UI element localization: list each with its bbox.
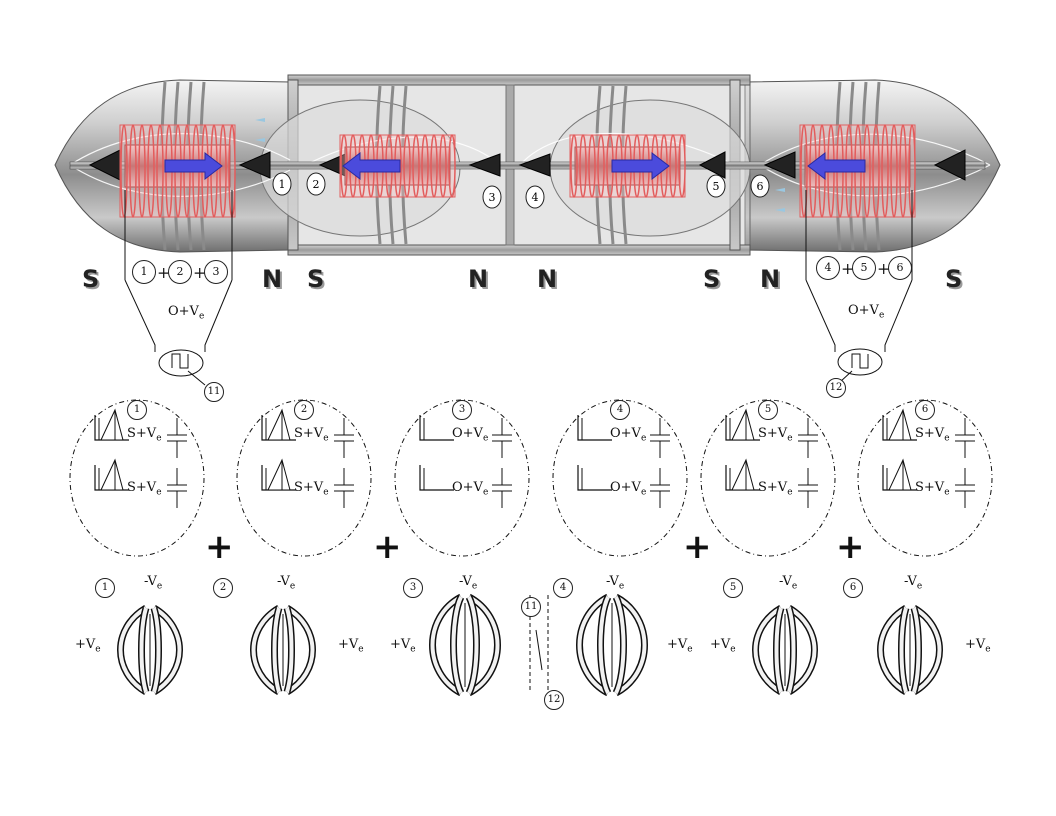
panel-number: 5 [758, 400, 778, 420]
sum-plus: + [841, 259, 855, 278]
diaphragms [117, 593, 943, 697]
axis-marker: 2 [306, 172, 326, 196]
panel-bias-bottom: S+Ve [127, 480, 162, 498]
axis-marker: 6 [750, 174, 770, 198]
pole-label: S [703, 265, 721, 293]
sum-term: 3 [204, 260, 228, 284]
panel-bias-top: S+Ve [127, 426, 162, 444]
panel-number: 4 [610, 400, 630, 420]
diaphragm-number: 4 [553, 578, 573, 598]
diaphragm [752, 604, 818, 696]
sum-term: 6 [888, 256, 912, 280]
sum-plus: + [877, 259, 891, 278]
diaphragm [250, 604, 316, 696]
panel [857, 399, 993, 557]
mid-marker: 11 [521, 597, 541, 617]
diaphragm-top-voltage: -Ve [144, 574, 163, 592]
pole-label: N [537, 265, 558, 293]
diaphragm-number: 3 [403, 578, 423, 598]
diaphragm-top-voltage: -Ve [904, 574, 923, 592]
panel [700, 399, 836, 557]
axis-marker-label: 2 [313, 178, 320, 191]
panel-plus: + [683, 527, 712, 567]
panel-number: 1 [127, 400, 147, 420]
diaphragm-side-voltage: +Ve [390, 637, 416, 655]
pole-label: S [945, 265, 963, 293]
panel [236, 399, 372, 557]
mid-marker: 12 [544, 690, 564, 710]
force-arrows [164, 151, 866, 181]
panel-number: 3 [452, 400, 472, 420]
diaphragm-number: 6 [843, 578, 863, 598]
axis-marker-label: 1 [279, 178, 286, 191]
panel-number: 6 [915, 400, 935, 420]
panel-bias-bottom: S+Ve [294, 480, 329, 498]
bias-label-right: O+Ve [848, 303, 885, 321]
sum-term: 5 [852, 256, 876, 280]
diaphragm-side-voltage: +Ve [667, 637, 693, 655]
capsule-device [54, 74, 1001, 256]
panel-bias-top: O+Ve [452, 426, 489, 444]
sum-term: 2 [168, 260, 192, 284]
sum-bracket-right [805, 190, 913, 383]
panel-plus: + [205, 527, 234, 567]
axis-marker-label: 4 [532, 191, 539, 204]
marker-left: 11 [204, 382, 224, 402]
diaphragm-side-voltage: +Ve [710, 637, 736, 655]
diaphragm-number: 1 [95, 578, 115, 598]
panel-bias-bottom: S+Ve [758, 480, 793, 498]
panel-bias-top: S+Ve [758, 426, 793, 444]
axis-marker: 4 [525, 185, 545, 209]
panel [394, 399, 530, 557]
panel-plus: + [836, 527, 865, 567]
bias-label-left: O+Ve [168, 304, 205, 322]
panel-bias-top: S+Ve [294, 426, 329, 444]
marker-right: 12 [826, 378, 846, 398]
diaphragm-top-voltage: -Ve [277, 574, 296, 592]
diaphragm-number: 5 [723, 578, 743, 598]
coils [119, 124, 916, 218]
axis-marker-label: 6 [757, 180, 764, 193]
sum-bracket-left [124, 190, 233, 386]
panel [69, 399, 205, 557]
pole-label: N [262, 265, 283, 293]
diaphragm-top-voltage: -Ve [779, 574, 798, 592]
diaphragm-side-voltage: +Ve [965, 637, 991, 655]
sum-term: 4 [816, 256, 840, 280]
diaphragm-top-voltage: -Ve [606, 574, 625, 592]
panel-bias-bottom: O+Ve [452, 480, 489, 498]
pole-label: N [760, 265, 781, 293]
panels [69, 399, 993, 557]
diaphragm [877, 604, 943, 696]
diaphragm-side-voltage: +Ve [75, 637, 101, 655]
axis-marker: 3 [482, 185, 502, 209]
panel-bias-bottom: O+Ve [610, 480, 647, 498]
sum-plus: + [157, 263, 171, 282]
pole-label: N [468, 265, 489, 293]
panel-number: 2 [294, 400, 314, 420]
panel [552, 399, 688, 557]
diaphragm-top-voltage: -Ve [459, 574, 478, 592]
diaphragm-side-voltage: +Ve [338, 637, 364, 655]
sum-plus: + [193, 263, 207, 282]
pole-label: S [82, 265, 100, 293]
axis-marker-label: 3 [489, 191, 496, 204]
diaphragm [576, 593, 648, 697]
panel-bias-top: O+Ve [610, 426, 647, 444]
axis-marker: 5 [706, 174, 726, 198]
axis-marker-label: 5 [713, 180, 720, 193]
diaphragm-number: 2 [213, 578, 233, 598]
diaphragm [117, 604, 183, 696]
axis-markers: 1 2 3 4 5 6 [272, 172, 770, 209]
panel-bias-bottom: S+Ve [915, 480, 950, 498]
diaphragm [429, 593, 501, 697]
panel-bias-top: S+Ve [915, 426, 950, 444]
sum-term: 1 [132, 260, 156, 284]
axis-marker: 1 [272, 172, 292, 196]
pole-label: S [307, 265, 325, 293]
panel-plus: + [373, 527, 402, 567]
